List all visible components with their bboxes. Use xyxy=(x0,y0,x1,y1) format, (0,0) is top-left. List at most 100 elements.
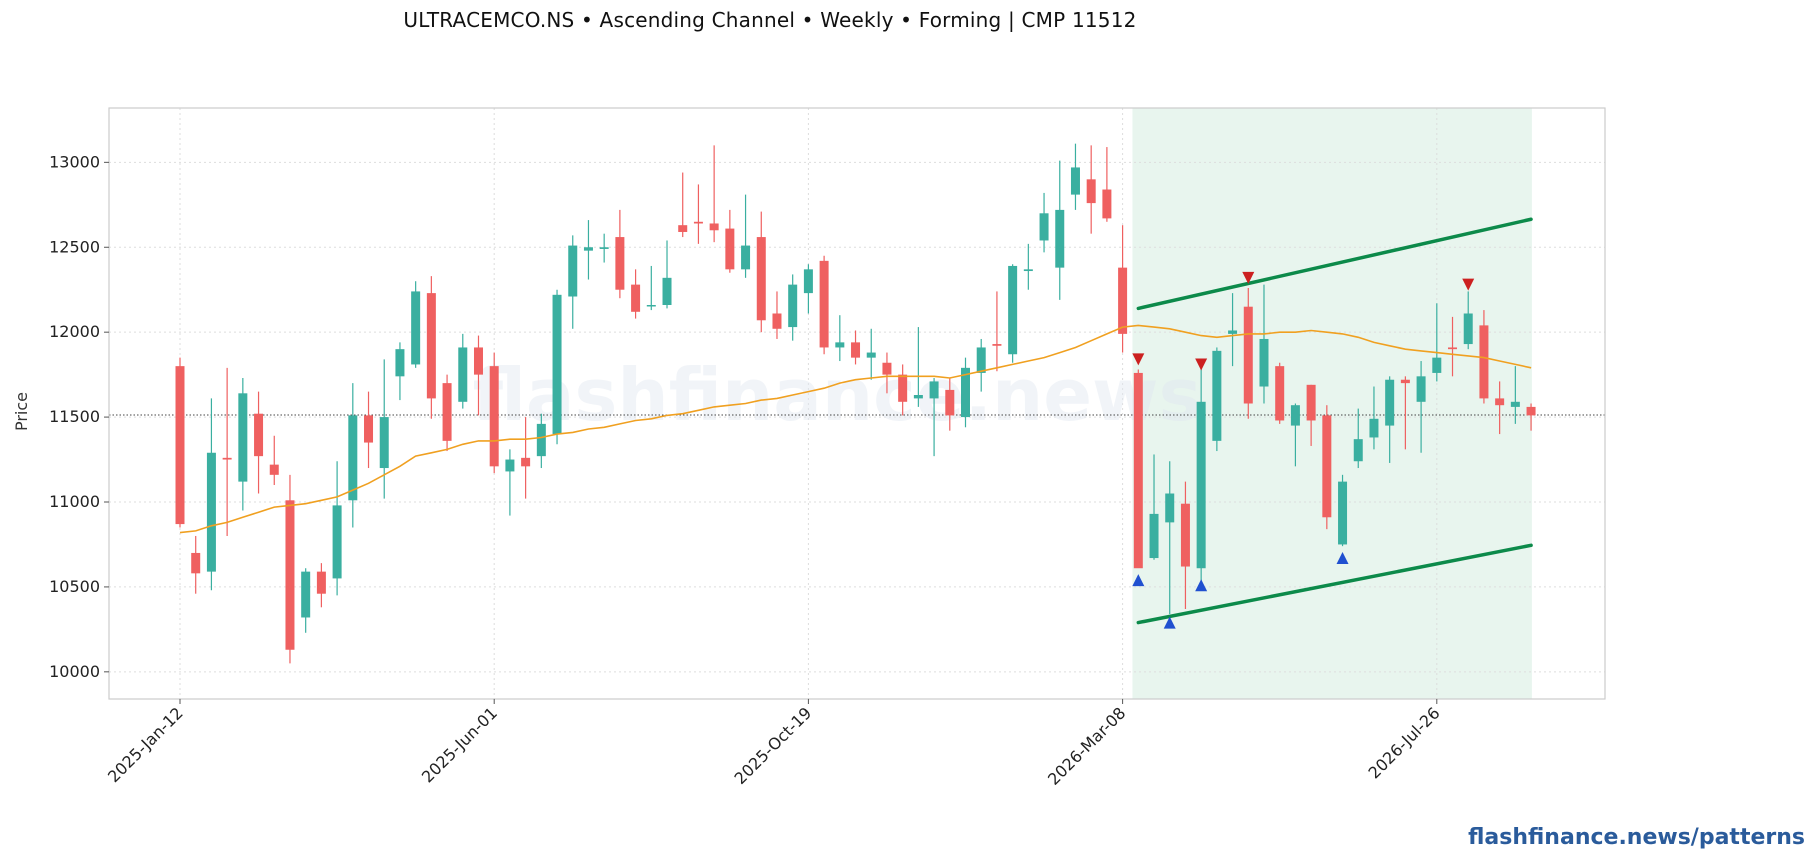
candle-body xyxy=(1039,213,1049,241)
candle xyxy=(1259,284,1269,404)
candle xyxy=(1102,147,1112,222)
candle-body xyxy=(254,413,264,457)
candle xyxy=(929,378,939,457)
candle-body xyxy=(1495,398,1505,406)
candle-body xyxy=(803,269,813,294)
watermark-text: flashfinance.news xyxy=(473,353,1202,437)
candle xyxy=(1039,192,1049,253)
candle-body xyxy=(521,457,531,467)
candle xyxy=(1322,405,1332,530)
candle-body xyxy=(1149,513,1159,559)
candle xyxy=(976,338,986,392)
moving-average-line xyxy=(179,324,1532,534)
candle xyxy=(662,240,672,309)
candle xyxy=(851,330,861,365)
candle xyxy=(961,357,970,428)
candle-body xyxy=(411,291,421,365)
candle-body xyxy=(206,452,216,572)
candle xyxy=(1353,408,1363,469)
candle xyxy=(725,209,735,273)
candle-body xyxy=(1479,325,1489,399)
candle-body xyxy=(1070,167,1080,195)
candle xyxy=(364,391,374,469)
chart-title: ULTRACEMCO.NS • Ascending Channel • Week… xyxy=(403,8,1137,32)
candle xyxy=(552,289,562,445)
candle xyxy=(222,367,232,536)
candle xyxy=(1149,454,1159,560)
candle xyxy=(866,328,876,380)
y-tick-label: 11500 xyxy=(49,407,100,426)
candle xyxy=(1526,403,1536,431)
candle xyxy=(741,194,751,278)
candle-body xyxy=(426,293,436,399)
candle xyxy=(1400,376,1410,450)
candle-body xyxy=(348,415,358,501)
candle-body xyxy=(1055,209,1065,268)
candle-body xyxy=(866,352,876,358)
candle xyxy=(693,184,703,244)
candle-body xyxy=(709,223,719,231)
candle-body xyxy=(285,500,295,650)
candle-body xyxy=(505,459,515,472)
candle-body xyxy=(1322,415,1332,518)
candle xyxy=(568,235,578,329)
candle xyxy=(583,220,593,280)
candle xyxy=(426,276,436,419)
candle xyxy=(206,398,216,591)
candle-body xyxy=(851,342,861,358)
candle xyxy=(1495,381,1505,435)
candle xyxy=(1306,384,1316,446)
candle xyxy=(646,265,656,311)
y-tick-label: 10500 xyxy=(49,577,100,596)
candle xyxy=(945,378,955,431)
candle-body xyxy=(175,366,185,525)
candle xyxy=(1212,347,1222,452)
candle xyxy=(788,274,798,341)
candle-body xyxy=(332,505,342,579)
candle xyxy=(1510,366,1520,424)
candle xyxy=(1196,364,1206,582)
candle xyxy=(316,563,326,608)
candle-body xyxy=(1510,401,1520,407)
candle-body xyxy=(458,347,468,402)
swing-high-marker xyxy=(1132,353,1145,366)
candle xyxy=(898,364,908,416)
candle-body xyxy=(1165,493,1175,523)
candle xyxy=(254,391,264,494)
candle-body xyxy=(552,294,562,435)
candle xyxy=(536,413,546,469)
candle-body xyxy=(1448,347,1458,350)
swing-high-marker xyxy=(1242,271,1255,284)
candle xyxy=(1369,386,1379,450)
y-tick-label: 13000 xyxy=(49,152,100,171)
x-tick-label: 2026-Mar-08 xyxy=(1044,703,1129,788)
candle-body xyxy=(961,367,970,418)
candle-body xyxy=(599,247,609,249)
candle-body xyxy=(772,313,782,329)
candle-body xyxy=(835,342,845,348)
y-tick-label: 10000 xyxy=(49,662,100,681)
candle xyxy=(269,435,279,486)
candle-body xyxy=(1416,376,1426,402)
site-link[interactable]: flashfinance.news/patterns xyxy=(1468,825,1805,850)
candle-body xyxy=(646,305,656,307)
candle-body xyxy=(1400,379,1410,384)
candle xyxy=(803,264,813,314)
candle-body xyxy=(725,228,735,270)
candle xyxy=(521,417,531,499)
candle xyxy=(913,327,923,407)
candle xyxy=(1008,264,1018,363)
candle xyxy=(1165,461,1175,615)
candle-body xyxy=(222,457,232,460)
candle xyxy=(1463,291,1473,350)
candle xyxy=(348,383,358,528)
candle-body xyxy=(1212,350,1222,441)
candle-body xyxy=(756,237,766,321)
candle-body xyxy=(945,389,955,416)
candle xyxy=(301,568,311,633)
candle xyxy=(1070,143,1080,210)
candle xyxy=(1275,362,1285,424)
swing-low-marker xyxy=(1163,616,1176,629)
plot-frame xyxy=(108,107,1606,700)
